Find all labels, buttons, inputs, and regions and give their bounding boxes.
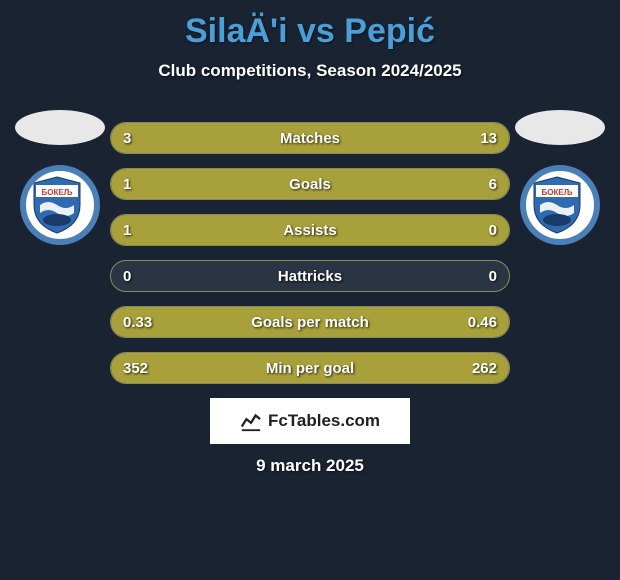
stat-value-right: 13 [480, 123, 497, 153]
date-text: 9 march 2025 [0, 456, 620, 476]
player-right-placeholder [515, 110, 605, 145]
stat-value-left: 352 [123, 353, 148, 383]
brand-badge: FcTables.com [210, 398, 410, 444]
player-left-column: БОКЕЉ [10, 110, 110, 245]
stat-value-right: 6 [489, 169, 497, 199]
stat-row: Goals1 6 [110, 168, 510, 200]
page-title: SilaÄ'i vs Pepić [0, 0, 620, 51]
stat-value-right: 262 [472, 353, 497, 383]
club-crest-left: БОКЕЉ [20, 165, 100, 245]
stat-value-right: 0 [489, 215, 497, 245]
stat-value-left: 1 [123, 169, 131, 199]
subtitle: Club competitions, Season 2024/2025 [0, 61, 620, 81]
shield-icon: БОКЕЉ [30, 175, 84, 235]
stat-value-left: 0 [123, 261, 131, 291]
stat-row: Matches3 13 [110, 122, 510, 154]
comparison-chart: Matches313Goals16Assists10Hattricks00Goa… [110, 122, 510, 398]
stat-value-left: 1 [123, 215, 131, 245]
stat-value-right: 0 [489, 261, 497, 291]
chart-line-icon [240, 410, 262, 432]
brand-text: FcTables.com [268, 411, 380, 431]
shield-icon: БОКЕЉ [530, 175, 584, 235]
stat-label: Matches [111, 123, 509, 153]
stat-row: Goals per match0.33 0.46 [110, 306, 510, 338]
stat-label: Min per goal [111, 353, 509, 383]
stat-row: Min per goal352 262 [110, 352, 510, 384]
stat-value-right: 0.46 [468, 307, 497, 337]
stat-row: Hattricks0 0 [110, 260, 510, 292]
club-crest-right: БОКЕЉ [520, 165, 600, 245]
stat-label: Assists [111, 215, 509, 245]
player-left-placeholder [15, 110, 105, 145]
stat-label: Goals [111, 169, 509, 199]
stat-value-left: 3 [123, 123, 131, 153]
stat-label: Goals per match [111, 307, 509, 337]
stat-row: Assists1 0 [110, 214, 510, 246]
svg-text:БОКЕЉ: БОКЕЉ [542, 188, 573, 197]
stat-value-left: 0.33 [123, 307, 152, 337]
player-right-column: БОКЕЉ [510, 110, 610, 245]
svg-text:БОКЕЉ: БОКЕЉ [42, 188, 73, 197]
stat-label: Hattricks [111, 261, 509, 291]
